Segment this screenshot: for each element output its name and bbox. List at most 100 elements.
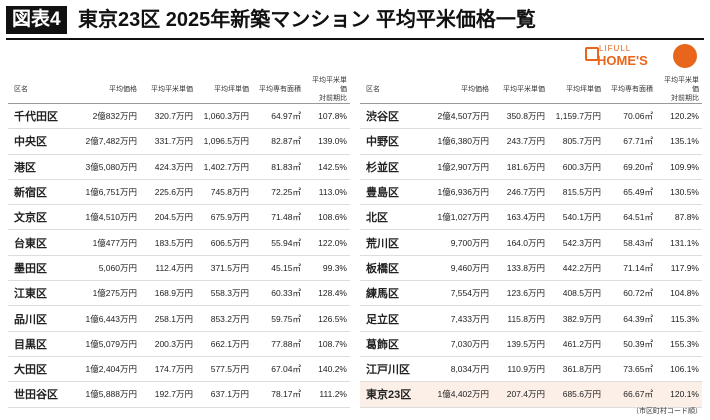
column-header: 平均価格 [422,76,492,104]
cell: 73.65㎡ [604,356,656,383]
cell: 1,096.5万円 [196,128,252,155]
header-row: 区名 平均価格 平均平米単価 平均坪単価 平均専有面積 平均平米単価 対前期比 [360,76,702,104]
cell: 2億4,507万円 [422,103,492,130]
cell: 361.8万円 [548,356,604,383]
cell: 600.3万円 [548,154,604,180]
cell: 1億6,751万円 [70,179,140,206]
ward-name: 練馬区 [360,280,422,307]
cell: 65.49㎡ [604,179,656,206]
cell: 120.1% [656,381,702,408]
cell: 577.5万円 [196,356,252,383]
cell: 408.5万円 [548,280,604,307]
title: 東京23区 2025年新築マンション 平均平米価格一覧 [78,9,536,31]
ward-name: 渋谷区 [360,103,422,130]
row: 千代田区 2億832万円 320.7万円 1,060.3万円 64.97㎡ 107.8% [8,103,350,130]
cell: 67.71㎡ [604,128,656,155]
row: 墨田区 5,060万円 112.4万円 371.5万円 45.15㎡ 99.3% [8,255,350,282]
cell: 123.6万円 [492,280,548,307]
ward-name: 世田谷区 [8,381,70,408]
logo-main: HOME'S [597,53,648,68]
cell: 200.3万円 [140,331,196,357]
cell: 78.17㎡ [252,381,304,408]
cell: 745.8万円 [196,179,252,206]
cell: 382.9万円 [548,305,604,332]
cell: 140.2% [304,356,350,383]
ward-name: 目黒区 [8,331,70,357]
cell: 1億6,443万円 [70,305,140,332]
cell: 192.7万円 [140,381,196,408]
row: 中野区 1億6,380万円 243.7万円 805.7万円 67.71㎡ 135.1% [360,128,702,155]
cell: 82.87㎡ [252,128,304,155]
row: 文京区 1億4,510万円 204.5万円 675.9万円 71.48㎡ 108.6% [8,204,350,231]
cell: 8,034万円 [422,356,492,383]
cell: 1億1,027万円 [422,204,492,231]
cell: 207.4万円 [492,381,548,408]
ward-name: 中央区 [8,128,70,155]
cell: 9,460万円 [422,255,492,282]
cell: 424.3万円 [140,154,196,180]
row: 練馬区 7,554万円 123.6万円 408.5万円 60.72㎡ 104.8% [360,280,702,307]
column-header: 平均専有面積 [604,76,656,104]
row: 新宿区 1億6,751万円 225.6万円 745.8万円 72.25㎡ 113.0% [8,179,350,206]
cell: 99.3% [304,255,350,282]
cell: 107.8% [304,103,350,130]
cell: 155.3% [656,331,702,357]
cell: 45.15㎡ [252,255,304,282]
column-header: 平均坪単価 [548,76,604,104]
cell: 258.1万円 [140,305,196,332]
logo-icon [673,44,697,68]
cell: 1億477万円 [70,229,140,256]
cell: 1億4,510万円 [70,204,140,231]
title-rule [6,38,704,40]
ward-name: 東京23区 [360,381,422,408]
ward-name: 豊島区 [360,179,422,206]
cell: 204.5万円 [140,204,196,231]
cell: 59.75㎡ [252,305,304,332]
cell: 1億5,079万円 [70,331,140,357]
cell: 225.6万円 [140,179,196,206]
column-header: 平均平米単価 [492,76,548,104]
cell: 1,159.7万円 [548,103,604,130]
cell: 58.43㎡ [604,229,656,256]
cell: 64.39㎡ [604,305,656,332]
cell: 675.9万円 [196,204,252,231]
cell: 128.4% [304,280,350,307]
badge: 図表4 [6,6,67,34]
cell: 1億6,380万円 [422,128,492,155]
cell: 164.0万円 [492,229,548,256]
ward-name: 江東区 [8,280,70,307]
cell: 174.7万円 [140,356,196,383]
cell: 7,433万円 [422,305,492,332]
row: 杉並区 1億2,907万円 181.6万円 600.3万円 69.20㎡ 109.9% [360,154,702,180]
cell: 371.5万円 [196,255,252,282]
cell: 331.7万円 [140,128,196,155]
ward-name: 杉並区 [360,154,422,180]
cell: 1億2,907万円 [422,154,492,180]
cell: 183.5万円 [140,229,196,256]
cell: 815.5万円 [548,179,604,206]
cell: 108.7% [304,331,350,357]
cell: 2億7,482万円 [70,128,140,155]
cell: 60.33㎡ [252,280,304,307]
logo-house [585,47,599,61]
cell: 3億5,080万円 [70,154,140,180]
row: 足立区 7,433万円 115.8万円 382.9万円 64.39㎡ 115.3% [360,305,702,332]
row: 品川区 1億6,443万円 258.1万円 853.2万円 59.75㎡ 126.5% [8,305,350,332]
cell: 1億4,402万円 [422,381,492,408]
ward-name: 台東区 [8,229,70,256]
row: 渋谷区 2億4,507万円 350.8万円 1,159.7万円 70.06㎡ 120.2% [360,103,702,130]
ward-name: 江戸川区 [360,356,422,383]
ward-name: 中野区 [360,128,422,155]
logo: LIFULL HOME'S [583,44,703,70]
cell: 1,060.3万円 [196,103,252,130]
cell: 109.9% [656,154,702,180]
row: 江戸川区 8,034万円 110.9万円 361.8万円 73.65㎡ 106.1% [360,356,702,383]
cell: 805.7万円 [548,128,604,155]
row: 港区 3億5,080万円 424.3万円 1,402.7万円 81.83㎡ 142.5% [8,154,350,180]
cell: 126.5% [304,305,350,332]
cell: 558.3万円 [196,280,252,307]
cell: 5,060万円 [70,255,140,282]
ward-name: 荒川区 [360,229,422,256]
column-header: 平均坪単価 [196,76,252,104]
